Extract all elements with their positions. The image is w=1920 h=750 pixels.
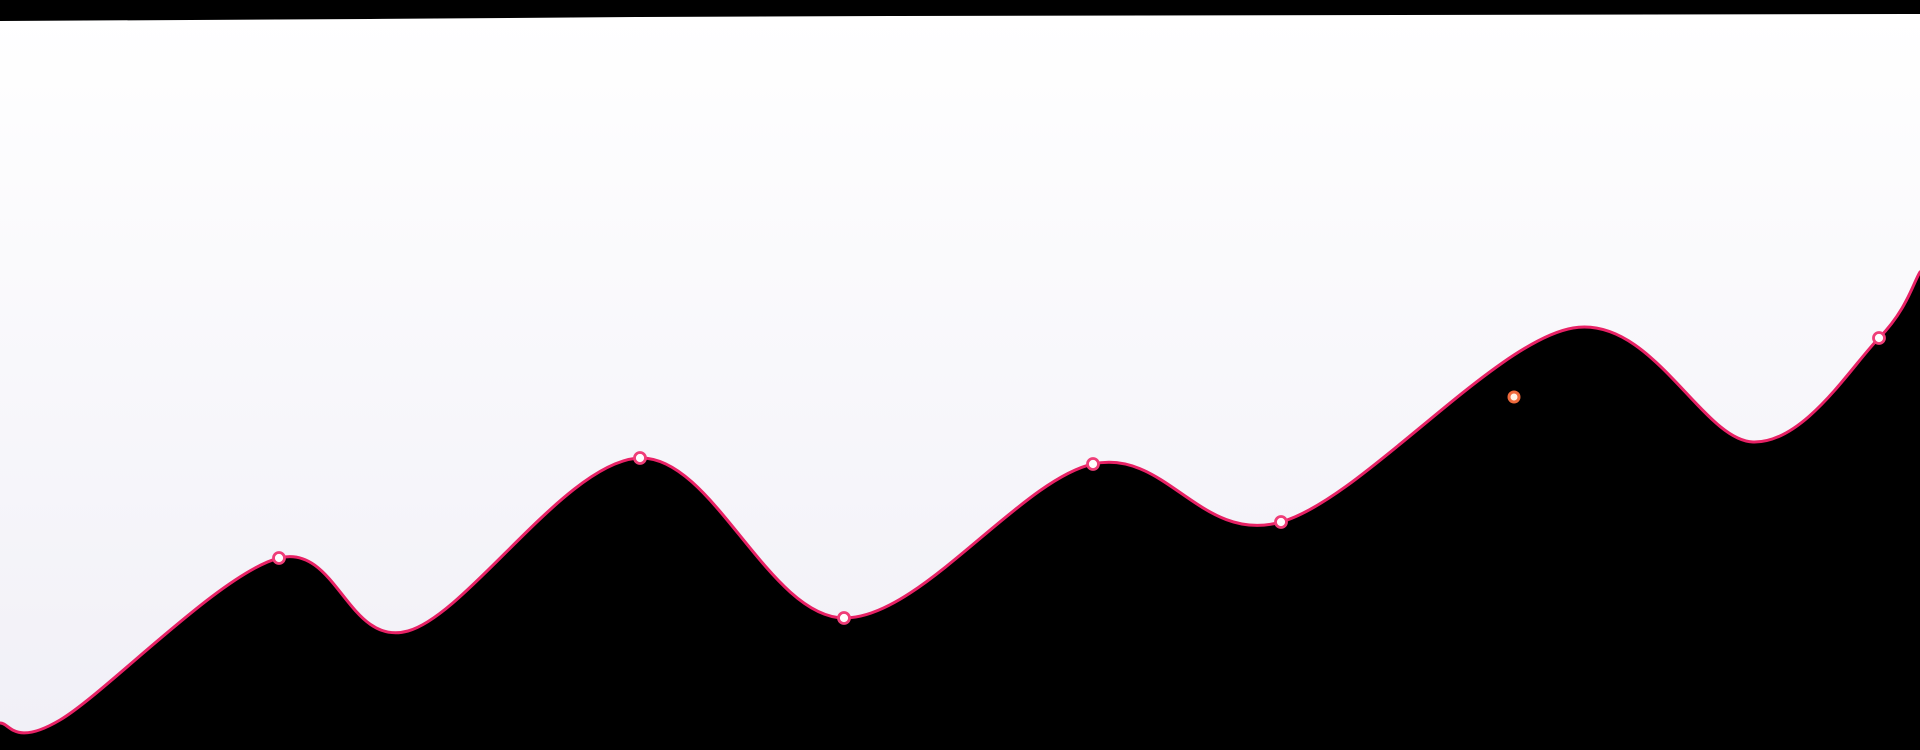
series-line	[0, 270, 1920, 735]
data-point-marker[interactable]	[272, 551, 286, 565]
data-point-marker[interactable]	[1872, 331, 1886, 345]
data-point-marker[interactable]	[633, 451, 647, 465]
data-point-marker[interactable]	[1086, 457, 1100, 471]
orange-point-marker[interactable]	[1507, 390, 1521, 404]
data-point-marker[interactable]	[837, 611, 851, 625]
area-fill	[0, 14, 1920, 733]
data-point-marker[interactable]	[1274, 515, 1288, 529]
chart-layers	[0, 14, 1920, 735]
